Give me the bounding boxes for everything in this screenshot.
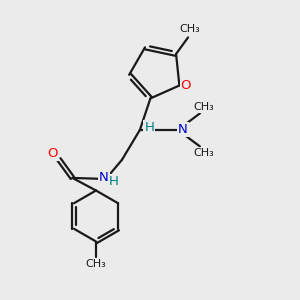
Text: CH₃: CH₃ [193,102,214,112]
Text: O: O [181,79,191,92]
Text: CH₃: CH₃ [193,148,214,158]
Text: H: H [145,121,154,134]
Text: O: O [48,147,58,160]
Text: CH₃: CH₃ [85,259,106,269]
Text: H: H [109,175,119,188]
Text: N: N [178,123,188,136]
Text: N: N [99,171,109,184]
Text: CH₃: CH₃ [179,24,200,34]
